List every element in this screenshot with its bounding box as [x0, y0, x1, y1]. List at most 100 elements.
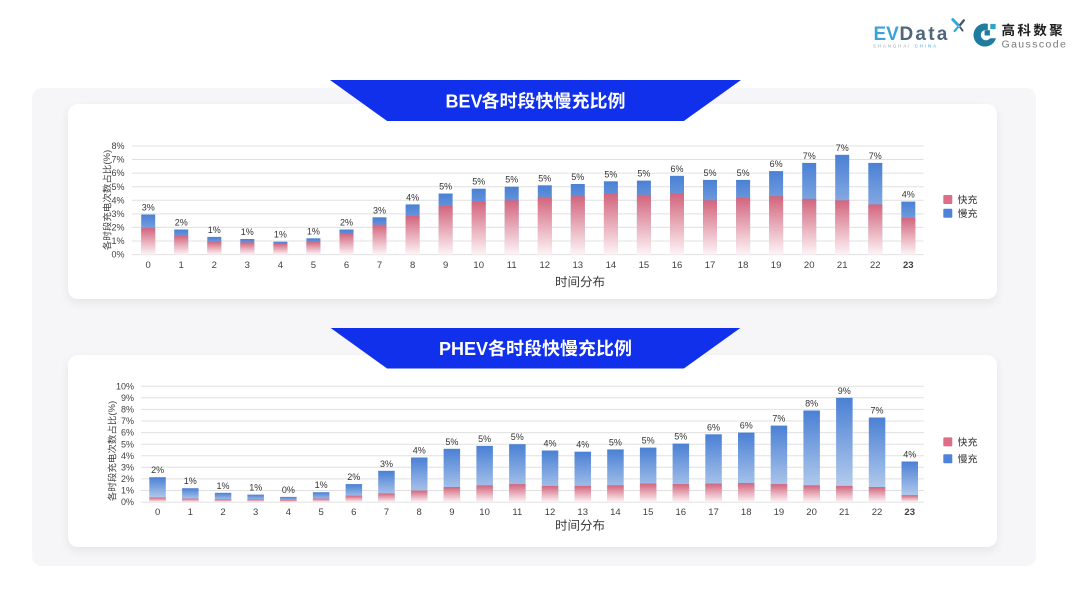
svg-text:1: 1	[179, 260, 184, 271]
svg-text:1%: 1%	[111, 236, 124, 246]
svg-text:7%: 7%	[869, 151, 882, 161]
svg-text:0%: 0%	[282, 485, 295, 495]
svg-text:7%: 7%	[870, 406, 883, 416]
svg-text:4: 4	[278, 260, 283, 271]
svg-text:7%: 7%	[803, 151, 816, 161]
svg-text:8: 8	[410, 260, 415, 271]
svg-text:16: 16	[676, 507, 687, 518]
svg-text:6: 6	[351, 507, 356, 518]
svg-text:21: 21	[839, 507, 850, 518]
svg-text:4%: 4%	[543, 439, 556, 449]
svg-text:0%: 0%	[121, 497, 134, 507]
svg-text:BEV: BEV	[446, 91, 483, 111]
svg-text:18: 18	[738, 260, 749, 271]
svg-text:17: 17	[708, 507, 719, 518]
svg-text:14: 14	[606, 260, 617, 271]
svg-text:1%: 1%	[216, 481, 229, 491]
svg-text:13: 13	[573, 260, 584, 271]
svg-text:1%: 1%	[274, 230, 287, 240]
svg-text:7: 7	[384, 507, 389, 518]
svg-text:5%: 5%	[439, 182, 452, 192]
svg-text:6%: 6%	[121, 428, 134, 438]
svg-text:15: 15	[643, 507, 654, 518]
svg-text:0%: 0%	[111, 250, 124, 260]
svg-text:7%: 7%	[121, 416, 134, 426]
svg-text:1%: 1%	[249, 483, 262, 493]
svg-text:5%: 5%	[571, 172, 584, 182]
svg-text:5%: 5%	[674, 432, 687, 442]
svg-text:11: 11	[512, 507, 522, 518]
svg-text:9%: 9%	[121, 393, 134, 403]
svg-text:1%: 1%	[315, 480, 328, 490]
svg-text:5%: 5%	[538, 173, 551, 183]
svg-text:15: 15	[639, 260, 650, 271]
svg-text:3: 3	[245, 260, 250, 271]
svg-text:6%: 6%	[770, 159, 783, 169]
svg-text:1%: 1%	[121, 486, 134, 496]
svg-text:3%: 3%	[121, 462, 134, 472]
svg-text:8%: 8%	[121, 405, 134, 415]
svg-text:9: 9	[443, 260, 448, 271]
svg-text:11: 11	[507, 260, 517, 271]
svg-text:4: 4	[286, 507, 291, 518]
svg-text:8%: 8%	[111, 141, 124, 151]
svg-text:Gausscode: Gausscode	[1002, 38, 1068, 50]
svg-text:SHANGHAI CHINA: SHANGHAI CHINA	[873, 43, 938, 48]
svg-text:(%): (%)	[102, 150, 113, 165]
svg-text:4%: 4%	[903, 450, 916, 460]
svg-text:5%: 5%	[478, 434, 491, 444]
svg-text:5%: 5%	[121, 439, 134, 449]
svg-text:21: 21	[837, 260, 848, 271]
svg-text:17: 17	[705, 260, 716, 271]
svg-text:6%: 6%	[670, 164, 683, 174]
svg-text:(%): (%)	[107, 401, 118, 416]
svg-text:5%: 5%	[642, 436, 655, 446]
svg-text:5%: 5%	[111, 182, 124, 192]
svg-text:7: 7	[377, 260, 382, 271]
svg-text:20: 20	[804, 260, 815, 271]
svg-text:12: 12	[540, 260, 551, 271]
svg-text:6%: 6%	[111, 168, 124, 178]
svg-text:5%: 5%	[703, 168, 716, 178]
svg-text:5%: 5%	[505, 175, 518, 185]
svg-text:4%: 4%	[902, 190, 915, 200]
svg-text:3%: 3%	[142, 203, 155, 213]
svg-text:0: 0	[146, 260, 151, 271]
svg-text:2%: 2%	[111, 223, 124, 233]
svg-text:4%: 4%	[413, 446, 426, 456]
svg-text:23: 23	[903, 260, 914, 271]
svg-text:1%: 1%	[241, 227, 254, 237]
svg-text:18: 18	[741, 507, 752, 518]
svg-text:0: 0	[155, 507, 160, 518]
svg-text:7%: 7%	[836, 143, 849, 153]
svg-text:1%: 1%	[307, 226, 320, 236]
svg-text:1: 1	[188, 507, 193, 518]
svg-text:3%: 3%	[380, 459, 393, 469]
svg-text:5%: 5%	[472, 177, 485, 187]
svg-text:19: 19	[774, 507, 785, 518]
svg-text:4%: 4%	[121, 451, 134, 461]
svg-text:20: 20	[806, 507, 817, 518]
svg-text:2%: 2%	[347, 472, 360, 482]
svg-text:2%: 2%	[151, 465, 164, 475]
svg-text:8: 8	[417, 507, 422, 518]
svg-text:5%: 5%	[604, 169, 617, 179]
svg-text:5: 5	[311, 260, 316, 271]
svg-text:1%: 1%	[208, 225, 221, 235]
svg-text:1%: 1%	[184, 476, 197, 486]
svg-text:23: 23	[904, 507, 915, 518]
svg-text:10%: 10%	[116, 381, 134, 391]
svg-text:8%: 8%	[805, 399, 818, 409]
svg-text:5%: 5%	[511, 432, 524, 442]
svg-text:7%: 7%	[111, 155, 124, 165]
svg-text:5%: 5%	[445, 437, 458, 447]
svg-text:16: 16	[672, 260, 683, 271]
svg-text:6%: 6%	[740, 421, 753, 431]
svg-text:19: 19	[771, 260, 782, 271]
svg-text:3%: 3%	[111, 209, 124, 219]
svg-text:PHEV: PHEV	[439, 339, 488, 359]
svg-text:6%: 6%	[707, 422, 720, 432]
svg-text:EV: EV	[874, 24, 900, 45]
svg-text:5: 5	[318, 507, 323, 518]
svg-text:10: 10	[473, 260, 484, 271]
